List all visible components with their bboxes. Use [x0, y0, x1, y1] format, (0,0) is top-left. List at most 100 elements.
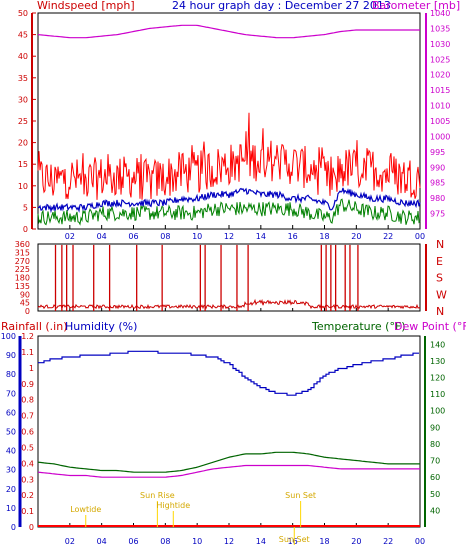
- event-label: Hightide: [156, 501, 190, 510]
- rain-tick-label: 0.9: [21, 380, 34, 389]
- humidity-tick-label: 20: [6, 485, 16, 494]
- humidity-tick-label: 80: [6, 370, 16, 379]
- hour-tick-label: 02: [65, 232, 75, 241]
- rain-tick-label: 1.1: [21, 348, 34, 357]
- compass-tick-label: W: [436, 288, 447, 301]
- windspeed-tick-label: 5: [23, 203, 28, 212]
- hour-tick-label: 06: [128, 537, 138, 546]
- dewpoint-line: [37, 464, 420, 478]
- temperature-tick-label: 90: [430, 423, 440, 432]
- barometer-tick-label: 985: [430, 179, 445, 188]
- hour-tick-label: 16: [288, 232, 298, 241]
- humidity-tick-label: 90: [6, 351, 16, 360]
- temperature-tick-label: 80: [430, 440, 440, 449]
- hour-tick-label: 10: [192, 232, 202, 241]
- wind-barometer-panel: 0510152025303540455097598098599099510001…: [18, 9, 451, 241]
- humidity-tick-label: 60: [6, 408, 16, 417]
- barometer-tick-label: 1010: [430, 102, 450, 111]
- panel3-plot-area: [37, 335, 421, 528]
- hour-tick-label: 20: [351, 537, 361, 546]
- rain-tick-label: 0.7: [21, 412, 34, 421]
- temperature-tick-label: 40: [430, 506, 440, 515]
- direction-tick-label: 135: [15, 282, 30, 291]
- wind-average-line: [37, 187, 421, 214]
- humidity-tick-label: 30: [6, 466, 16, 475]
- hour-tick-label: 22: [383, 537, 393, 546]
- direction-tick-label: 315: [15, 248, 30, 257]
- compass-tick-label: N: [436, 238, 444, 251]
- direction-tick-label: 0: [25, 307, 30, 316]
- temperature-tick-label: 60: [430, 473, 440, 482]
- temperature-tick-label: 140: [430, 340, 445, 349]
- wind-gust-line: [37, 112, 421, 200]
- hour-tick-label: 12: [224, 232, 234, 241]
- direction-tick-label: 90: [20, 290, 30, 299]
- temperature-tick-label: 110: [430, 390, 445, 399]
- humidity-tick-label: 10: [6, 504, 16, 513]
- hour-tick-label: 04: [97, 232, 107, 241]
- temperature-tick-label: 50: [430, 490, 440, 499]
- barometer-tick-label: 1035: [430, 24, 450, 33]
- chart-title: 24 hour graph day : December 27 2013: [172, 0, 391, 12]
- hour-tick-label: 12: [224, 537, 234, 546]
- humidity-tick-label: 70: [6, 389, 16, 398]
- windspeed-tick-label: 15: [18, 160, 28, 169]
- hour-tick-label: 02: [65, 537, 75, 546]
- barometer-axis-label: Barometer [mb]: [372, 0, 460, 12]
- humidity-temperature-panel: 010203040506070809010000.10.20.30.40.50.…: [1, 332, 446, 546]
- temperature-axis-label: Temperature (°F): [311, 320, 406, 333]
- rain-tick-label: 0.8: [21, 396, 34, 405]
- humidity-tick-label: 0: [11, 523, 16, 532]
- hour-tick-label: 22: [383, 232, 393, 241]
- windspeed-tick-label: 20: [18, 139, 28, 148]
- hour-tick-label: 04: [97, 537, 107, 546]
- humidity-tick-label: 100: [1, 332, 16, 341]
- compass-tick-label: N: [436, 305, 444, 318]
- hour-tick-label: 06: [128, 232, 138, 241]
- barometer-tick-label: 1020: [430, 71, 450, 80]
- rain-tick-label: 0.6: [21, 428, 34, 437]
- windspeed-tick-label: 45: [18, 31, 28, 40]
- hour-tick-label: 16: [288, 537, 298, 546]
- hour-tick-label: 08: [160, 232, 170, 241]
- direction-tick-label: 360: [15, 240, 30, 249]
- direction-tick-label: 45: [20, 299, 30, 308]
- barometer-tick-label: 995: [430, 148, 445, 157]
- hour-tick-label: 10: [192, 537, 202, 546]
- windspeed-axis-label: Windspeed [mph]: [37, 0, 135, 12]
- hour-tick-label: 18: [319, 537, 329, 546]
- hour-tick-label: 14: [256, 232, 266, 241]
- temperature-tick-label: 70: [430, 457, 440, 466]
- barometer-tick-label: 1040: [430, 9, 450, 18]
- barometer-line: [37, 24, 420, 39]
- panel2-plot-area: [37, 243, 421, 312]
- wind-low-line: [37, 198, 421, 226]
- barometer-tick-label: 975: [430, 210, 445, 219]
- windspeed-tick-label: 50: [18, 9, 28, 18]
- humidity-tick-label: 40: [6, 447, 16, 456]
- dewpoint-axis-label: Dew Point (°F): [394, 320, 466, 333]
- humidity-axis-label: Humidity (%): [65, 320, 137, 333]
- barometer-tick-label: 1015: [430, 86, 450, 95]
- temperature-line: [37, 451, 420, 473]
- rain-tick-label: 0.1: [21, 507, 34, 516]
- windspeed-tick-label: 10: [18, 182, 28, 191]
- event-label: Lowtide: [70, 505, 101, 514]
- rain-tick-label: 0: [29, 523, 34, 532]
- rain-tick-label: 1.2: [21, 332, 34, 341]
- direction-tick-label: 270: [15, 257, 30, 266]
- rain-tick-label: 1: [29, 364, 34, 373]
- barometer-tick-label: 980: [430, 194, 445, 203]
- rain-tick-label: 0.5: [21, 443, 34, 452]
- barometer-tick-label: 1030: [430, 40, 450, 49]
- hour-tick-label: 14: [256, 537, 266, 546]
- barometer-tick-label: 1000: [430, 132, 450, 141]
- humidity-tick-label: 50: [6, 428, 16, 437]
- direction-tick-label: 225: [15, 265, 30, 274]
- hour-tick-label: 00: [415, 232, 425, 241]
- event-label: Sun Rise: [140, 491, 175, 500]
- hour-tick-label: 08: [160, 537, 170, 546]
- temperature-tick-label: 130: [430, 357, 445, 366]
